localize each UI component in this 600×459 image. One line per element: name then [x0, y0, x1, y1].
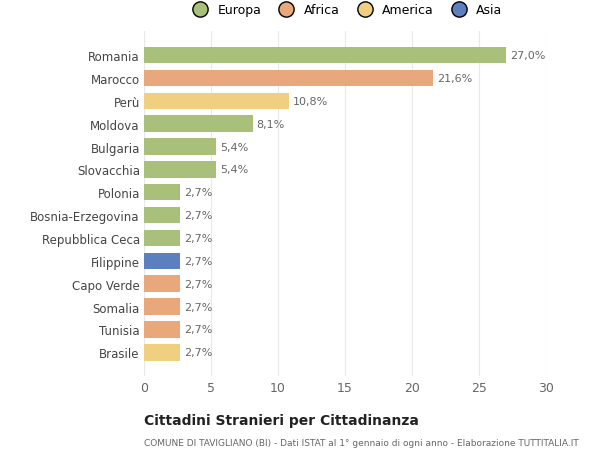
Bar: [144, 93, 289, 110]
Bar: [144, 116, 253, 133]
Bar: [144, 71, 433, 87]
Text: 2,7%: 2,7%: [184, 347, 212, 358]
Bar: [144, 162, 217, 178]
Bar: [144, 48, 506, 64]
Text: 10,8%: 10,8%: [293, 97, 328, 106]
Bar: [144, 299, 180, 315]
Text: Cittadini Stranieri per Cittadinanza: Cittadini Stranieri per Cittadinanza: [144, 413, 419, 427]
Text: 2,7%: 2,7%: [184, 325, 212, 335]
Bar: [144, 344, 180, 361]
Text: 5,4%: 5,4%: [220, 165, 248, 175]
Bar: [144, 185, 180, 201]
Bar: [144, 276, 180, 292]
Bar: [144, 253, 180, 269]
Bar: [144, 139, 217, 156]
Text: 2,7%: 2,7%: [184, 188, 212, 198]
Text: COMUNE DI TAVIGLIANO (BI) - Dati ISTAT al 1° gennaio di ogni anno - Elaborazione: COMUNE DI TAVIGLIANO (BI) - Dati ISTAT a…: [144, 438, 579, 448]
Text: 2,7%: 2,7%: [184, 256, 212, 266]
Text: 2,7%: 2,7%: [184, 211, 212, 221]
Text: 2,7%: 2,7%: [184, 234, 212, 243]
Text: 2,7%: 2,7%: [184, 302, 212, 312]
Text: 21,6%: 21,6%: [437, 74, 473, 84]
Bar: [144, 207, 180, 224]
Bar: [144, 321, 180, 338]
Text: 8,1%: 8,1%: [257, 119, 285, 129]
Text: 5,4%: 5,4%: [220, 142, 248, 152]
Text: 2,7%: 2,7%: [184, 279, 212, 289]
Legend: Europa, Africa, America, Asia: Europa, Africa, America, Asia: [187, 4, 503, 17]
Bar: [144, 230, 180, 246]
Text: 27,0%: 27,0%: [510, 51, 545, 61]
